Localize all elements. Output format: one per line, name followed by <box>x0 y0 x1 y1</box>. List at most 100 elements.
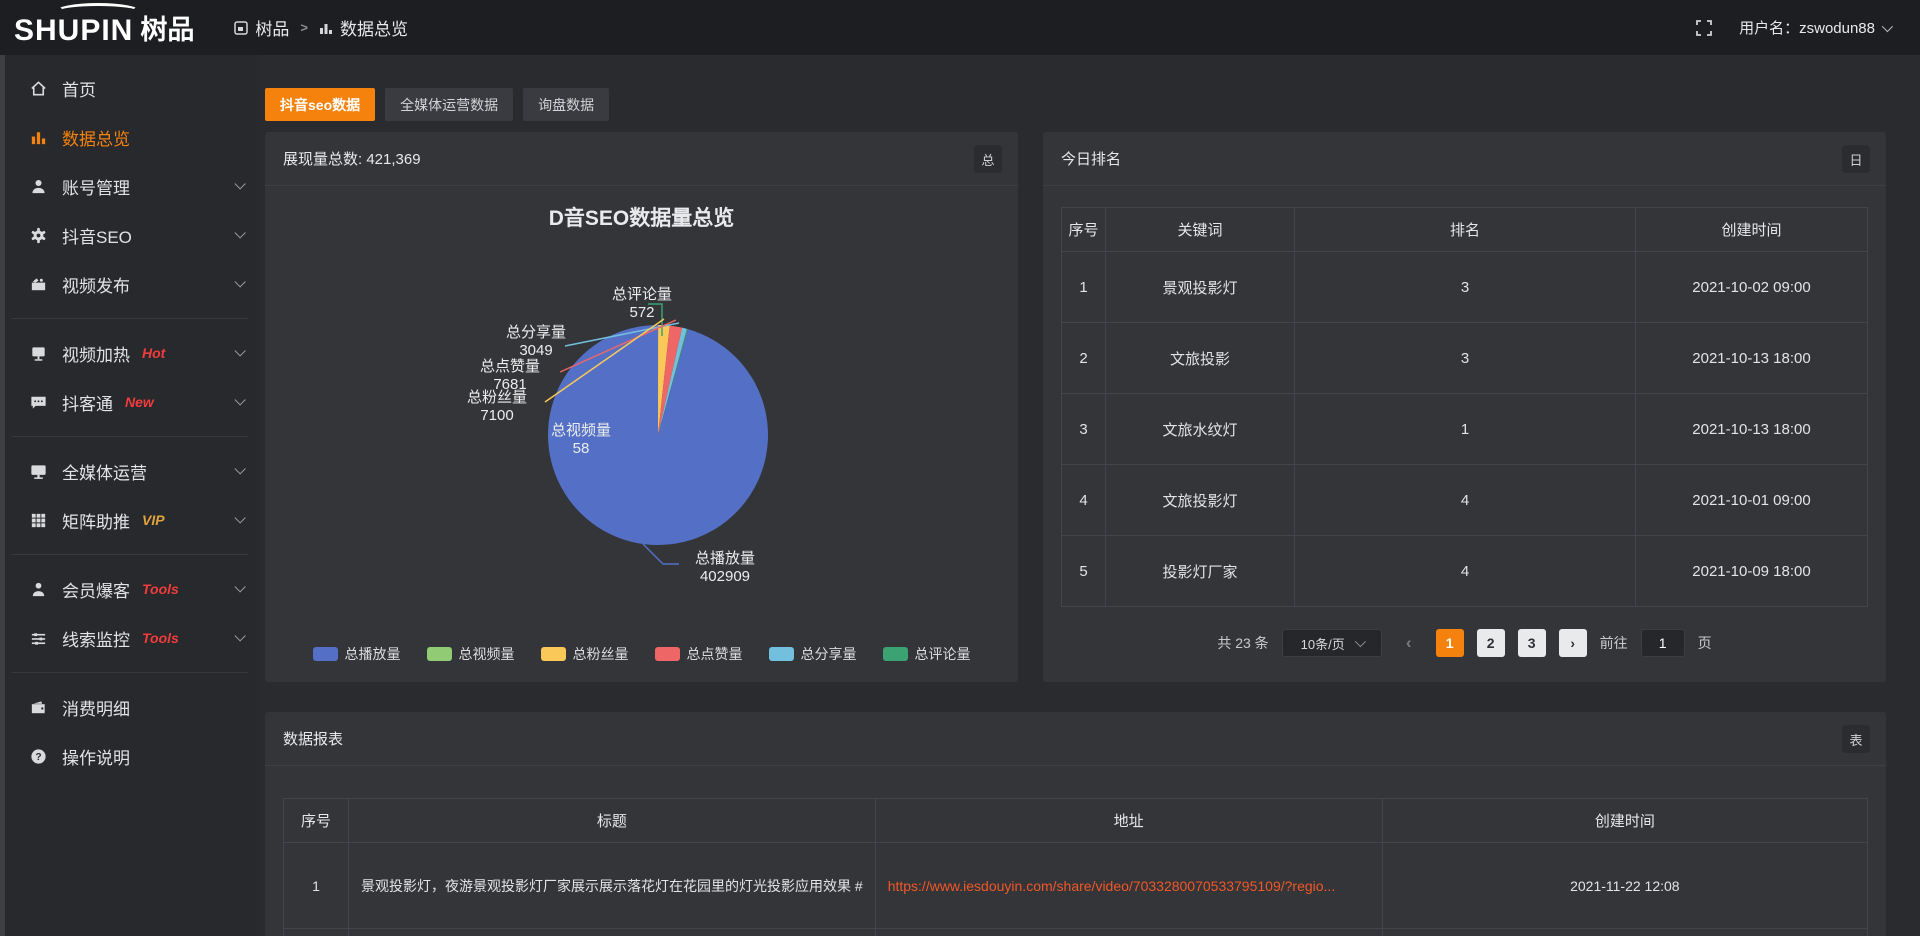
chevron-down-icon <box>234 178 246 190</box>
column-header: 序号 <box>283 798 349 843</box>
tab-all-media-data[interactable]: 全媒体运营数据 <box>385 88 514 121</box>
sidebar-item-member-burst[interactable]: 会员爆客 Tools <box>0 571 260 607</box>
report-panel-header: 数据报表 <box>265 712 1886 766</box>
sidebar-divider <box>12 318 248 319</box>
create-time-cell: 2021-11-22 12:08 <box>1381 842 1869 929</box>
legend-item[interactable]: 总评论量 <box>882 644 971 664</box>
chart-panel: 展现量总数: 421,369 总 D音SEO数据量总览 总评论量 572 总分享量… <box>265 132 1018 682</box>
fullscreen-icon[interactable] <box>1695 19 1713 37</box>
bar-chart-icon <box>28 127 48 147</box>
sidebar-item-label: 线索监控 <box>62 630 130 650</box>
pie-slice-总点赞量[interactable] <box>658 325 683 435</box>
sidebar-item-douketong[interactable]: 抖客通 New <box>0 384 260 420</box>
sidebar-item-account[interactable]: 账号管理 <box>0 168 260 204</box>
logo-text-cn: 树品 <box>140 15 195 45</box>
pie-slice-总粉丝量[interactable] <box>658 325 670 435</box>
column-header: 关键词 <box>1105 207 1295 252</box>
report-table-mode-button[interactable]: 表 <box>1842 725 1870 753</box>
chart-panel-header: 展现量总数: 421,369 <box>265 132 1018 186</box>
pie-chart[interactable]: D音SEO数据量总览 总评论量 572 总分享量 3049 总点赞量 7681 <box>265 186 1018 636</box>
gear-icon <box>28 225 48 245</box>
sidebar-item-consumption[interactable]: 消费明细 <box>0 689 260 725</box>
table-row-partial <box>283 928 1869 936</box>
chart-legend: 总播放量 总视频量 总粉丝量 总点赞量 总分享量 总评论量 <box>265 644 1018 664</box>
breadcrumb-root[interactable]: 树品 <box>234 15 289 40</box>
column-header: 标题 <box>348 798 876 843</box>
pie-label-videos: 总视频量 58 <box>550 422 611 457</box>
table-row: 3 文旅水纹灯 1 2021-10-13 18:00 <box>1061 393 1868 465</box>
breadcrumb: 树品 > 数据总览 <box>234 15 408 40</box>
chat-icon <box>28 392 48 412</box>
pie-slice-总分享量[interactable] <box>658 327 687 435</box>
pie-label-comments: 总评论量 572 <box>611 286 672 321</box>
page-size-select[interactable]: 10条/页 <box>1281 629 1382 657</box>
column-header: 排名 <box>1294 207 1636 252</box>
sidebar-item-label: 抖客通 <box>62 394 113 414</box>
sidebar-item-label: 全媒体运营 <box>62 463 147 483</box>
next-page-button[interactable]: › <box>1558 629 1587 657</box>
chart-total-mode-button[interactable]: 总 <box>974 145 1002 173</box>
sidebar-item-matrix-boost[interactable]: 矩阵助推 VIP <box>0 502 260 538</box>
legend-item[interactable]: 总视频量 <box>426 644 515 664</box>
rank-table: 序号 关键词 排名 创建时间 1 景观投影灯 3 2021-10-02 09:00 2… <box>1061 207 1868 607</box>
breadcrumb-current-label: 数据总览 <box>339 20 408 39</box>
chevron-down-icon <box>234 463 246 475</box>
user-menu[interactable]: 用户名：zswodun88 <box>1739 17 1894 38</box>
rank-day-mode-button[interactable]: 日 <box>1842 145 1870 173</box>
sidebar-item-help[interactable]: ? 操作说明 <box>0 738 260 774</box>
pie-slice-总评论量[interactable] <box>658 328 688 435</box>
legend-chip <box>882 647 908 661</box>
sidebar-item-label: 视频发布 <box>62 276 130 296</box>
chevron-down-icon <box>234 512 246 524</box>
monitor-icon <box>28 461 48 481</box>
sidebar: 首页 数据总览 账号管理 抖音SEO 视频发布 视频加热 Hot <box>0 55 260 936</box>
legend-item[interactable]: 总粉丝量 <box>540 644 629 664</box>
leader-line-comments <box>648 303 663 336</box>
legend-item[interactable]: 总播放量 <box>312 644 401 664</box>
legend-chip <box>654 647 680 661</box>
table-header-row: 序号 标题 地址 创建时间 <box>283 798 1869 843</box>
sidebar-item-video-heat[interactable]: 视频加热 Hot <box>0 335 260 371</box>
column-header: 创建时间 <box>1635 207 1868 252</box>
pie-label-fans: 总粉丝量 7100 <box>466 389 527 424</box>
sidebar-divider <box>12 672 248 673</box>
sidebar-item-douyin-seo[interactable]: 抖音SEO <box>0 217 260 253</box>
table-header-row: 序号 关键词 排名 创建时间 <box>1061 207 1868 252</box>
chevron-down-icon <box>234 276 246 288</box>
top-header: SHUPIN 树品 树品 > 数据总览 用户名：zswodun88 <box>0 0 1920 55</box>
pie-label-shares: 总分享量 3049 <box>505 324 566 359</box>
tools-badge: Tools <box>142 581 179 597</box>
sidebar-item-home[interactable]: 首页 <box>0 70 260 106</box>
logo-text-en: SHUPIN <box>14 13 134 47</box>
page-button-3[interactable]: 3 <box>1517 629 1546 657</box>
legend-chip <box>312 647 338 661</box>
video-url-link[interactable]: https://www.iesdouyin.com/share/video/70… <box>887 877 1336 894</box>
sidebar-item-video-publish[interactable]: 视频发布 <box>0 266 260 302</box>
sidebar-item-lead-monitor[interactable]: 线索监控 Tools <box>0 620 260 656</box>
home-icon <box>28 78 48 98</box>
page-button-2[interactable]: 2 <box>1476 629 1505 657</box>
prev-page-button[interactable]: ‹ <box>1405 633 1412 652</box>
sidebar-item-data-overview[interactable]: 数据总览 <box>0 119 260 155</box>
table-row: 5 投影灯厂家 4 2021-10-09 18:00 <box>1061 535 1868 607</box>
username-label: 用户名：zswodun88 <box>1739 20 1875 37</box>
hot-badge: Hot <box>142 345 166 361</box>
tab-inquiry-data[interactable]: 询盘数据 <box>523 88 610 121</box>
goto-page-input[interactable] <box>1640 629 1685 657</box>
leader-line-likes <box>559 319 677 373</box>
user-icon <box>28 176 48 196</box>
legend-item[interactable]: 总点赞量 <box>654 644 743 664</box>
sidebar-divider <box>12 436 248 437</box>
leader-line-fans <box>544 318 665 403</box>
sidebar-item-label: 操作说明 <box>62 748 130 768</box>
sidebar-item-all-media[interactable]: 全媒体运营 <box>0 453 260 489</box>
legend-item[interactable]: 总分享量 <box>768 644 857 664</box>
help-icon: ? <box>28 746 48 766</box>
page-button-1[interactable]: 1 <box>1435 629 1464 657</box>
pie-slice-总播放量[interactable] <box>548 325 768 545</box>
logo-arc <box>56 3 140 19</box>
column-header: 创建时间 <box>1381 798 1869 843</box>
table-row: 4 文旅投影灯 4 2021-10-01 09:00 <box>1061 464 1868 536</box>
tab-douyin-seo-data[interactable]: 抖音seo数据 <box>265 88 376 121</box>
sidebar-item-label: 视频加热 <box>62 345 130 365</box>
